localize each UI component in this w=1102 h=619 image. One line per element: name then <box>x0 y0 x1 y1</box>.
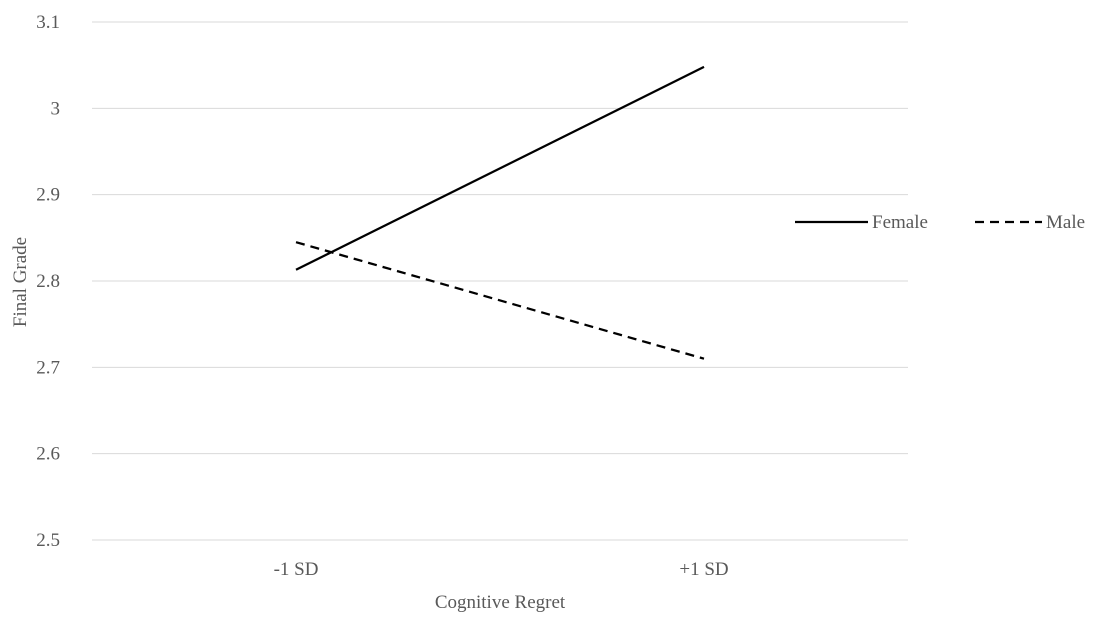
series-line-female <box>295 65 705 271</box>
series-lines <box>295 65 705 360</box>
y-tick-label: 2.6 <box>36 444 60 465</box>
x-axis-title: Cognitive Regret <box>435 592 566 613</box>
y-tick-label: 2.8 <box>36 271 60 292</box>
y-axis-title: Final Grade <box>10 237 31 327</box>
y-tick-label: 2.9 <box>36 185 60 206</box>
y-tick-label: 3 <box>51 98 61 119</box>
gridlines <box>92 21 908 541</box>
y-axis-tick-labels: 2.5 2.6 2.7 2.8 2.9 3 3.1 <box>36 12 60 551</box>
legend-label-male: Male <box>1046 212 1085 233</box>
x-tick-label: -1 SD <box>274 559 319 580</box>
y-tick-label: 2.5 <box>36 530 60 551</box>
series-line-male <box>295 241 705 360</box>
x-axis-tick-labels: -1 SD +1 SD <box>274 559 729 580</box>
y-tick-label: 3.1 <box>36 12 60 33</box>
x-tick-label: +1 SD <box>679 559 728 580</box>
y-tick-label: 2.7 <box>36 357 60 378</box>
legend-label-female: Female <box>872 212 928 233</box>
legend: Female Male <box>795 212 1085 233</box>
